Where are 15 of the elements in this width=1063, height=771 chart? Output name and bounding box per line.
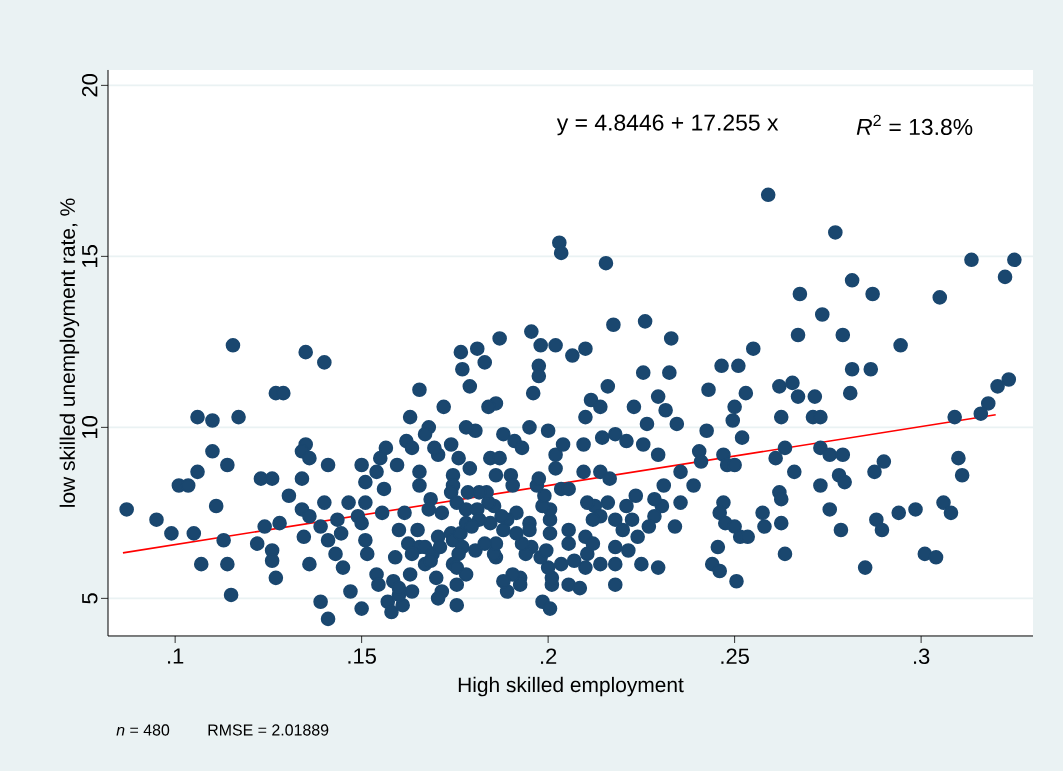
y-tick-label: 15	[82, 245, 98, 267]
annotation: R$^{2}$ = 13.8%	[856, 114, 973, 136]
text: n = 480	[116, 724, 170, 736]
x-tick-label: .3	[913, 648, 930, 665]
y-tick-label: 20	[81, 74, 98, 97]
x-axis-title: High skilled employment	[458, 676, 684, 697]
x-tick-label: .25	[721, 648, 749, 665]
text: RMSE = 2.01889	[208, 724, 329, 736]
x-tick-label: .15	[348, 648, 376, 664]
y-tick-label: 10	[81, 416, 98, 438]
y-axis-title: low skilled unemployment rate, %	[59, 198, 80, 507]
y-tick-label: 5	[82, 593, 98, 604]
x-tick-label: .2	[540, 648, 557, 664]
annotation: y = 4.8446 + 17.255 x	[556, 114, 779, 136]
x-tick-label: .1	[168, 648, 184, 664]
